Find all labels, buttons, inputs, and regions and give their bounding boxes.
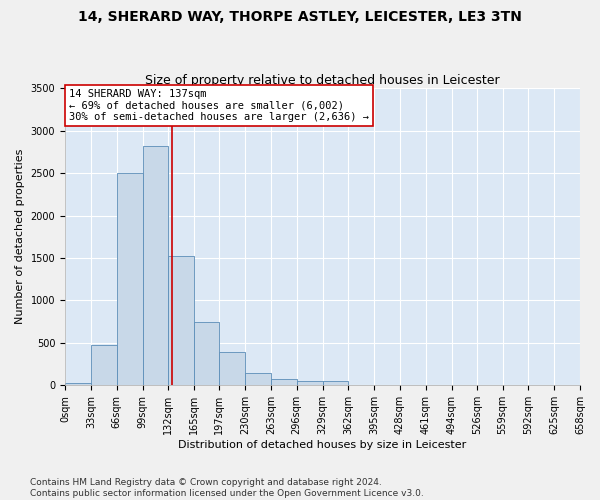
Y-axis label: Number of detached properties: Number of detached properties: [15, 149, 25, 324]
Text: 14 SHERARD WAY: 137sqm
← 69% of detached houses are smaller (6,002)
30% of semi-: 14 SHERARD WAY: 137sqm ← 69% of detached…: [69, 89, 369, 122]
Text: 14, SHERARD WAY, THORPE ASTLEY, LEICESTER, LE3 3TN: 14, SHERARD WAY, THORPE ASTLEY, LEICESTE…: [78, 10, 522, 24]
Bar: [323, 380, 349, 386]
Bar: [65, 383, 91, 386]
Bar: [143, 146, 169, 386]
Bar: [194, 322, 219, 386]
Bar: [271, 379, 296, 386]
Title: Size of property relative to detached houses in Leicester: Size of property relative to detached ho…: [145, 74, 500, 87]
Bar: [245, 374, 271, 386]
Bar: [219, 352, 245, 386]
Bar: [116, 173, 143, 386]
Bar: [91, 344, 116, 386]
Text: Contains HM Land Registry data © Crown copyright and database right 2024.
Contai: Contains HM Land Registry data © Crown c…: [30, 478, 424, 498]
Bar: [296, 380, 323, 386]
Bar: [169, 256, 194, 386]
X-axis label: Distribution of detached houses by size in Leicester: Distribution of detached houses by size …: [178, 440, 467, 450]
